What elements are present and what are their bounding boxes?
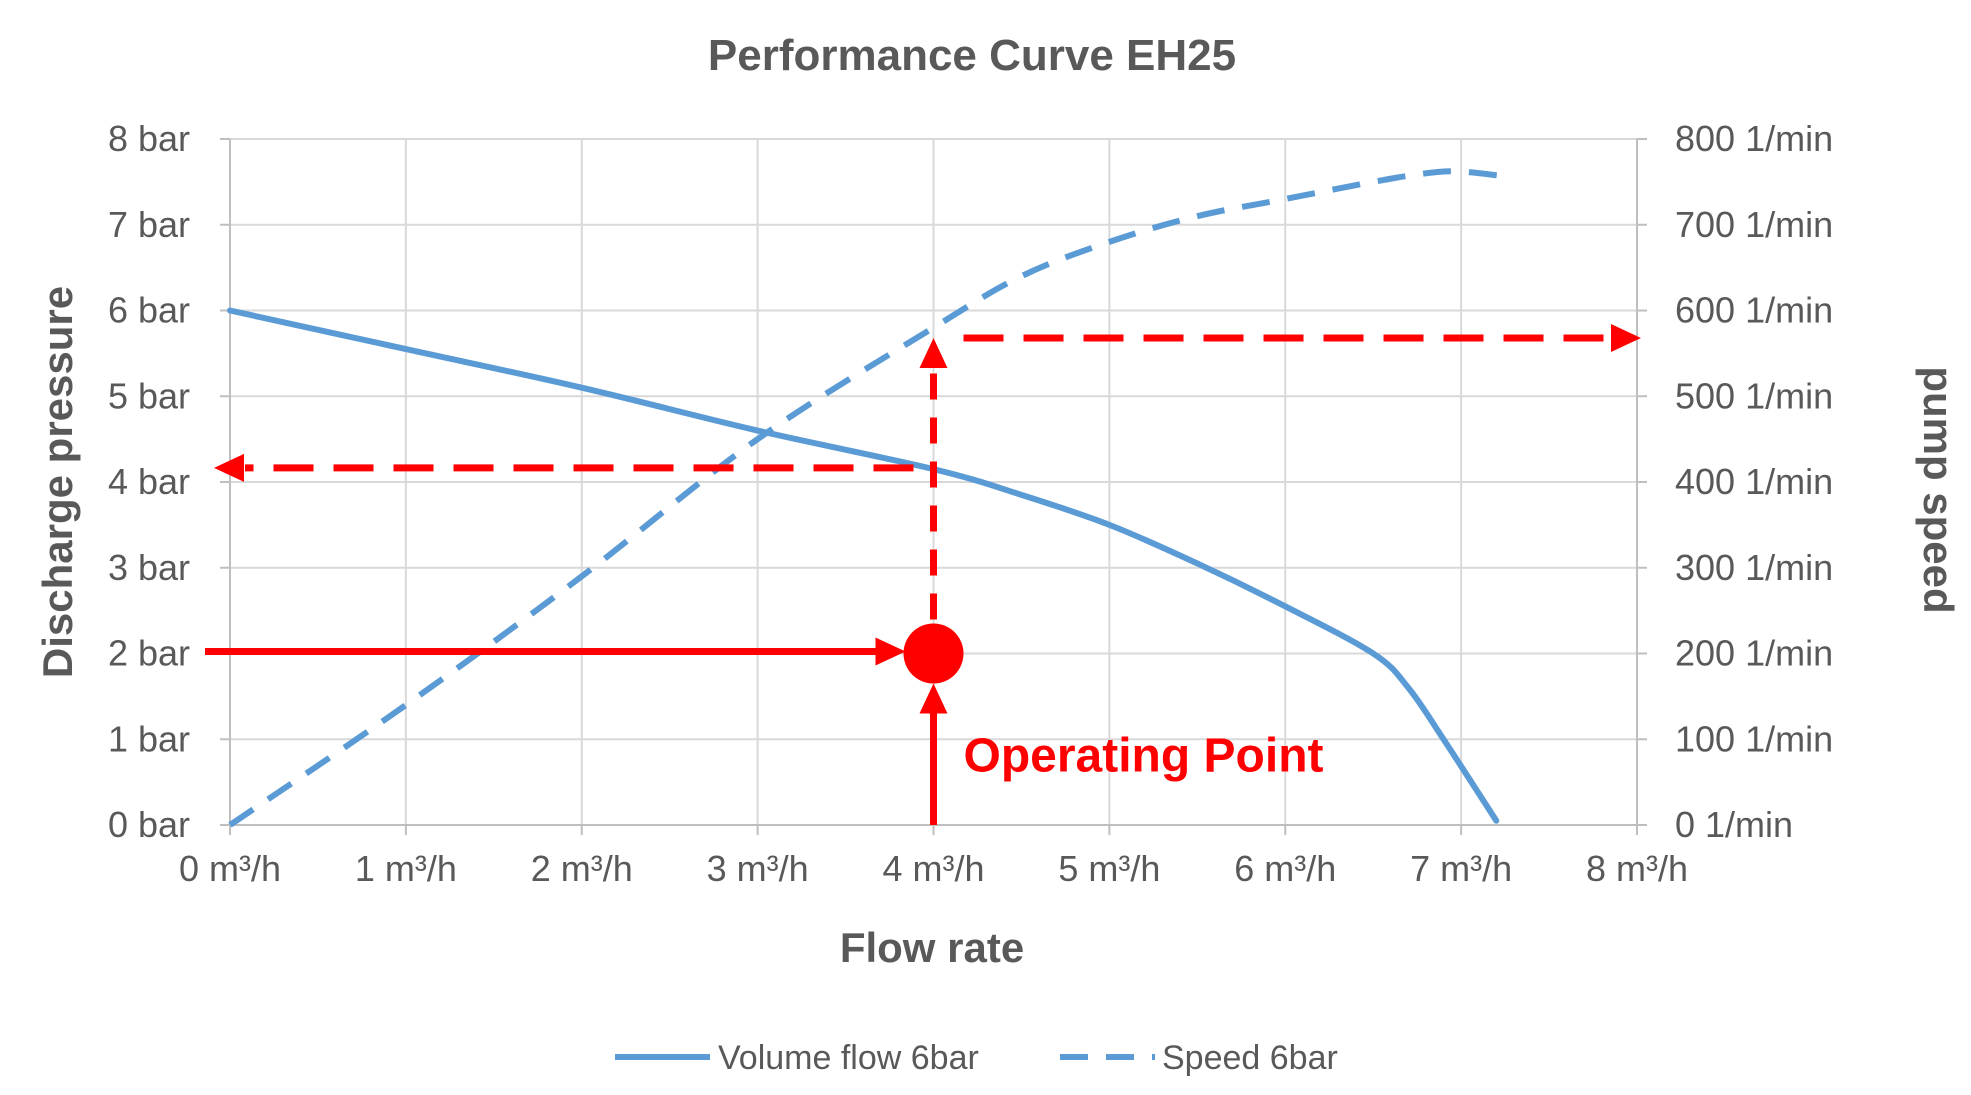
y-axis-title: Discharge pressure: [34, 286, 81, 678]
y-tick-label: 8 bar: [108, 118, 190, 159]
x-tick-label: 7 m³/h: [1410, 848, 1512, 889]
y-tick-label: 4 bar: [108, 461, 190, 502]
arrow-head: [1611, 323, 1641, 352]
operating-point-label: Operating Point: [964, 730, 1324, 783]
y-tick-label: 1 bar: [108, 718, 190, 759]
y-tick-label: 2 bar: [108, 633, 190, 674]
y-tick-label: 7 bar: [108, 204, 190, 245]
annotation-layer: Operating Point: [205, 323, 1641, 825]
y2-tick-label: 600 1/min: [1675, 290, 1833, 331]
series-line-speed: [228, 168, 1515, 828]
operating-point-marker: [903, 623, 964, 684]
x-tick-label: 0 m³/h: [179, 848, 281, 889]
y-tick-label: 6 bar: [108, 290, 190, 331]
y2-tick-label: 100 1/min: [1675, 718, 1833, 759]
y2-axis-title: pump speed: [1915, 366, 1962, 613]
y2-tick-label: 300 1/min: [1675, 547, 1833, 588]
x-tick-label: 3 m³/h: [707, 848, 809, 889]
x-tick-label: 6 m³/h: [1234, 848, 1336, 889]
legend-label: Speed 6bar: [1162, 1039, 1338, 1077]
y2-tick-label: 700 1/min: [1675, 204, 1833, 245]
y2-tick-label: 200 1/min: [1675, 633, 1833, 674]
x-axis-title: Flow rate: [840, 924, 1024, 971]
y2-tick-label: 0 1/min: [1675, 804, 1793, 845]
y2-tick-label: 800 1/min: [1675, 118, 1833, 159]
y-tick-label: 3 bar: [108, 547, 190, 588]
series-line-volume-flow: [227, 307, 1500, 824]
x-tick-label: 2 m³/h: [531, 848, 633, 889]
tick-labels: 0 m³/h 1 m³/h 2 m³/h 3 m³/h 4 m³/h 5 m³/h 6 m³…: [108, 118, 1833, 889]
y-tick-label: 0 bar: [108, 804, 190, 845]
arrow-head: [875, 637, 906, 666]
arrow-head: [919, 683, 948, 714]
chart-title: Performance Curve EH25: [708, 31, 1236, 80]
arrow-head: [919, 337, 948, 368]
y2-tick-label: 500 1/min: [1675, 375, 1833, 416]
x-tick-label: 4 m³/h: [882, 848, 984, 889]
y-tick-label: 5 bar: [108, 375, 190, 416]
x-tick-label: 8 m³/h: [1586, 848, 1688, 889]
legend-label: Volume flow 6bar: [718, 1039, 979, 1077]
x-tick-label: 1 m³/h: [355, 848, 457, 889]
y2-tick-label: 400 1/min: [1675, 461, 1833, 502]
arrow-head: [214, 453, 244, 482]
series-layer: [227, 168, 1515, 828]
x-tick-label: 5 m³/h: [1058, 848, 1160, 889]
legend: Volume flow 6bar Speed 6bar: [615, 1039, 1338, 1077]
